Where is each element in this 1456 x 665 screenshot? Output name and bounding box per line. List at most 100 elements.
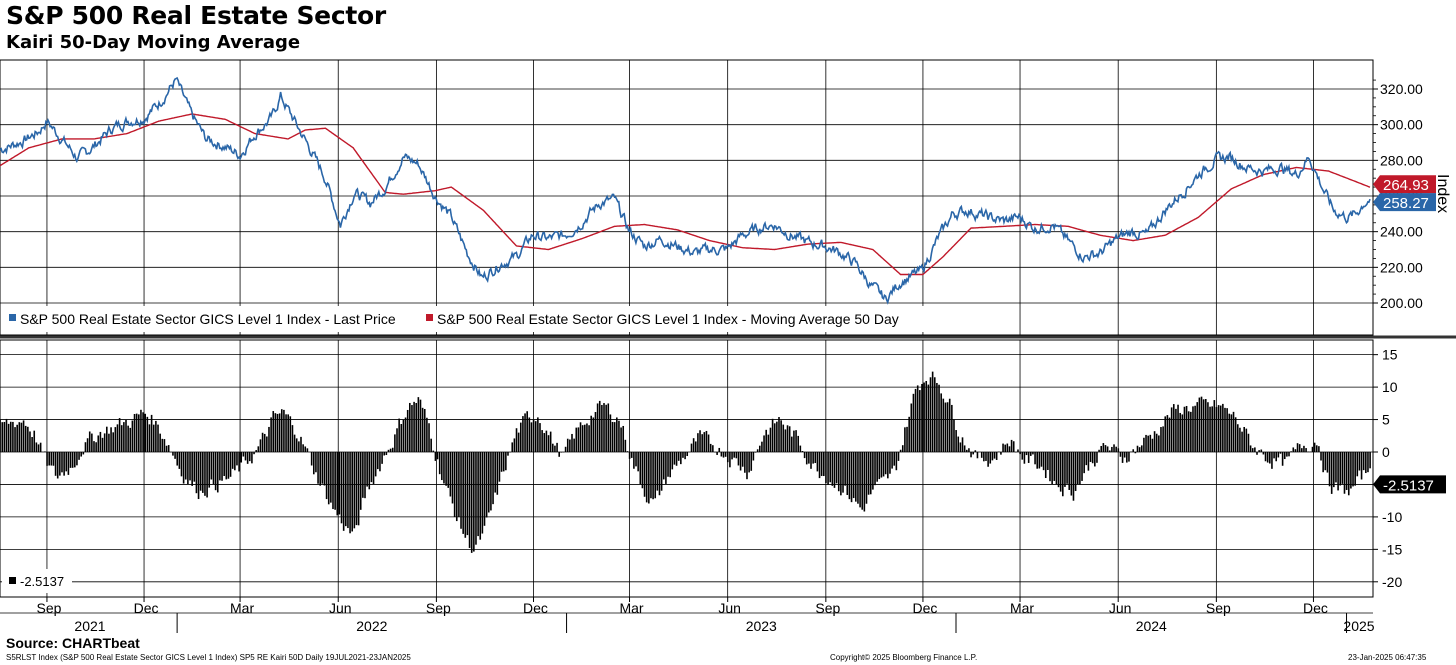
price-last-value-tag: 258.27 [1383,195,1429,212]
kairi-bar [460,452,462,529]
kairi-bar [524,413,526,452]
kairi-bar [1170,407,1173,452]
kairi-bar [59,452,61,476]
ma-last-value-tag: 264.93 [1383,177,1429,194]
kairi-bar [1211,406,1213,452]
kairi-bar [1168,417,1171,452]
kairi-bar [27,426,29,452]
kairi-bar [1021,452,1024,460]
kairi-bar [739,452,742,471]
kairi-bar [1241,431,1243,452]
kairi-bar [78,452,80,460]
kairi-bar [581,425,584,452]
kairi-bar [613,422,616,452]
kairi-bar [1027,452,1030,463]
kairi-bar [426,417,428,452]
kairi-bar [703,432,706,452]
year-label-0: 2021 [74,618,105,634]
moving-average-line [0,113,1371,276]
kairi-bar [919,390,921,452]
kairi-bar [441,452,443,481]
kairi-bar [462,452,464,534]
kairi-bar [584,424,586,452]
chart-title: S&P 500 Real Estate Sector [6,1,386,30]
kairi-bar [556,442,558,452]
kairi-bar [1121,452,1124,463]
kairi-bar [699,430,701,452]
kairi-bar [1245,428,1248,452]
kairi-bar [24,425,27,452]
kairi-bar [861,452,864,510]
kairi-bar [464,452,467,538]
kairi-bar [1213,400,1216,452]
kairi-bar [528,417,531,452]
kairi-bar [285,414,287,452]
kairi-bar [1190,411,1192,452]
kairi-bar [1104,445,1107,452]
kairi-bar [1019,452,1021,455]
kairi-bar [317,452,319,484]
kairi-bar [120,425,123,452]
kairi-bar [342,452,345,531]
kairi-bar [558,452,560,457]
ytick-label-price-4: 240.00 [1380,224,1423,240]
kairi-bar [225,452,228,480]
kairi-bar [1132,449,1135,452]
kairi-bar [69,452,72,468]
kairi-bar [1034,452,1036,465]
price-legend-box [2,306,924,332]
kairi-bar [1106,446,1109,452]
kairi-bar [611,421,614,452]
kairi-bar [1192,406,1194,452]
kairi-bar [637,452,639,472]
kairi-bar [1136,445,1139,452]
kairi-bar [1324,452,1327,471]
kairi-bar [889,452,891,474]
kairi-bar [1288,452,1290,457]
kairi-bar [103,433,106,452]
footer-copyright: Copyright© 2025 Bloomberg Finance L.P. [830,653,978,662]
kairi-bar [302,444,304,452]
kairi-bar [545,430,548,452]
kairi-bar [372,452,375,485]
kairi-bar [1155,433,1158,452]
kairi-bar [234,452,236,471]
kairi-bar [428,423,430,452]
kairi-bar [1279,452,1282,454]
kairi-bar [176,452,179,466]
kairi-bar [592,417,595,452]
kairi-bar [993,452,996,459]
kairi-bar [199,452,202,491]
kairi-bar [1140,445,1143,452]
kairi-bar [1081,452,1083,481]
kairi-bar [686,452,689,457]
xtick-label-11: Jun [1109,600,1132,616]
kairi-bar [1119,452,1122,457]
kairi-bar [1098,449,1100,452]
kairi-bar [468,452,471,548]
kairi-bar [549,431,552,452]
kairi-bar [961,437,964,452]
kairi-bar [754,452,757,453]
kairi-bar [837,452,840,492]
kairi-bar [157,424,159,452]
kairi-bar [1160,427,1162,452]
kairi-bar [334,452,336,510]
kairi-bar [1298,444,1301,452]
kairi-bar [1266,452,1269,463]
kairi-bar [554,445,556,452]
kairi-bar [248,452,251,462]
kairi-bar [897,452,900,461]
kairi-bar [850,452,853,503]
kairi-bar [1123,452,1126,458]
kairi-bar [645,452,648,503]
kairi-bar [1072,452,1075,501]
kairi-bar [820,452,823,476]
kairi-bar [1198,397,1201,452]
kairi-bar [144,413,147,452]
kairi-bar [280,409,283,452]
xtick-label-13: Dec [1303,600,1328,616]
kairi-bar [492,452,494,505]
xtick-label-9: Dec [912,600,937,616]
kairi-bar [434,452,437,461]
